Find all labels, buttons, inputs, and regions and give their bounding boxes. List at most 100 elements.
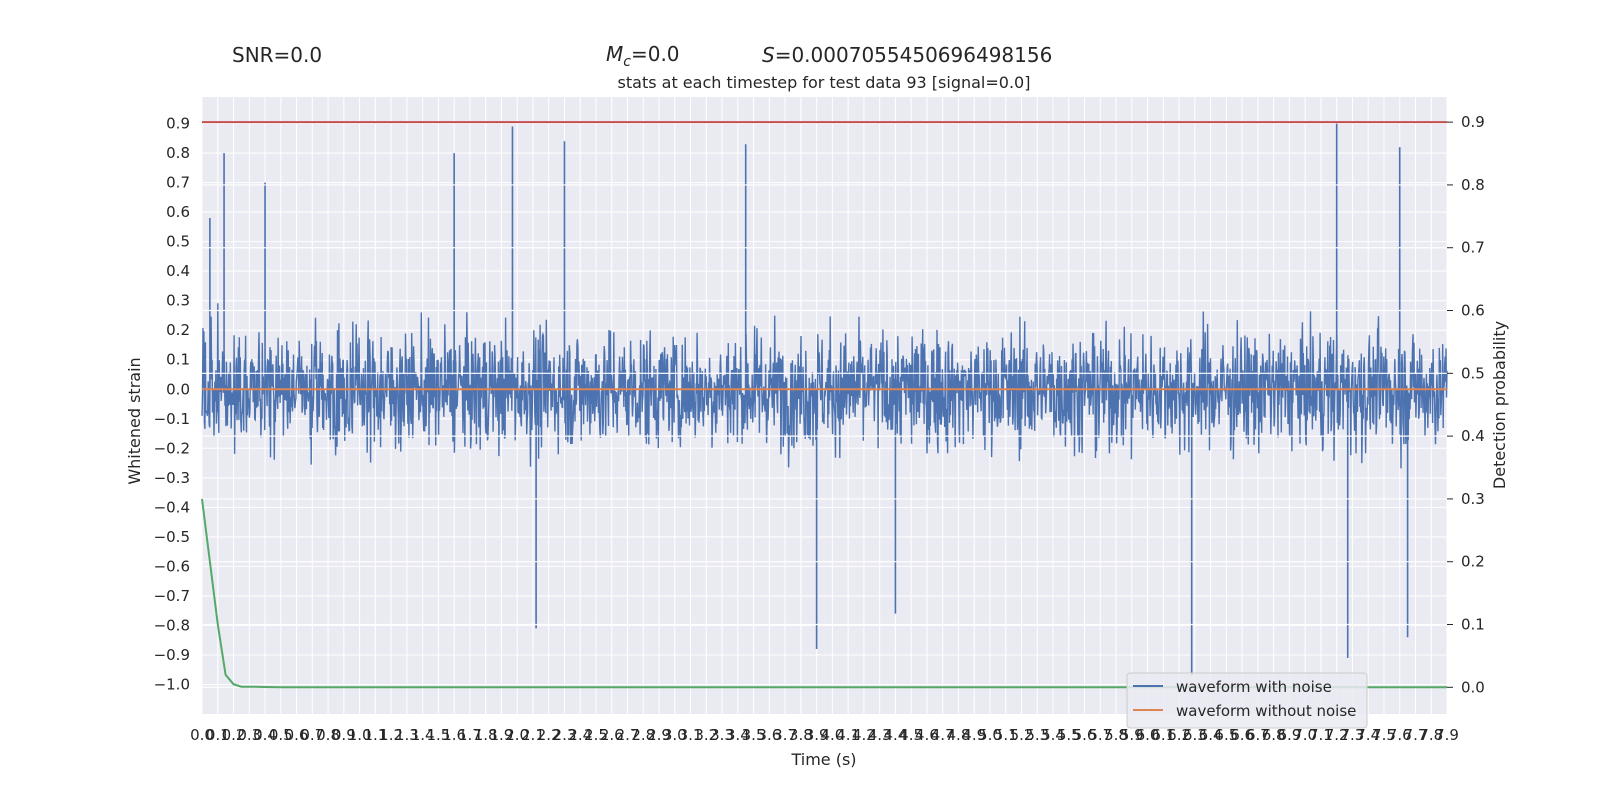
right-tick-label: 0.2 (1461, 553, 1485, 571)
right-tick-label: 0.4 (1461, 427, 1485, 445)
x-tick-label: 2.4 (568, 726, 592, 744)
left-tick-label: −0.2 (154, 439, 190, 457)
x-tick-label: 0.2 (222, 726, 246, 744)
x-tick-label: 1.0 (348, 726, 372, 744)
x-tick-label: 4.9 (962, 726, 986, 744)
x-tick-label: 5.8 (1104, 726, 1128, 744)
left-tick-label: 0.0 (166, 380, 190, 398)
right-axis-ticks: 0.9 0.8 0.7 0.6 0.5 0.4 0.3 0.2 0.1 0.0 (1447, 113, 1485, 696)
x-tick-label: 4.2 (852, 726, 876, 744)
snr-label: SNR=0.0 (232, 43, 322, 67)
series-waveform-with-noise (201, 123, 1448, 676)
x-tick-label: 2.2 (537, 726, 561, 744)
x-tick-label: 5.3 (1025, 726, 1049, 744)
left-tick-label: 0.1 (166, 351, 190, 369)
x-tick-label: 0.6 (285, 726, 309, 744)
x-tick-label: 4.8 (947, 726, 971, 744)
x-tick-label: 3.1 (679, 726, 703, 744)
right-tick-label: 0.8 (1461, 176, 1485, 194)
x-tick-label: 3.0 (663, 726, 687, 744)
right-tick-label: 0.3 (1461, 490, 1485, 508)
legend: waveform with noise waveform without noi… (1126, 672, 1368, 729)
x-tick-label: 7.9 (1435, 726, 1459, 744)
left-tick-label: 0.7 (166, 174, 190, 192)
x-tick-label: 0.9 (332, 726, 356, 744)
x-tick-label: 0.4 (253, 726, 277, 744)
left-axis-ticks: 0.9 0.8 0.7 0.6 0.5 0.4 0.3 0.2 0.1 0.0 −0.1 −0.2 −0… (154, 115, 190, 694)
statistic-label: S=0.0007055450696498156 (762, 43, 1052, 67)
x-axis-label: Time (s) (790, 750, 856, 769)
chart-title: stats at each timestep for test data 93 … (618, 73, 1031, 92)
x-tick-label: 2.5 (584, 726, 608, 744)
x-tick-label: 2.8 (631, 726, 655, 744)
x-tick-label: 0.5 (269, 726, 293, 744)
y-axis-label-right: Detection probability (1490, 321, 1509, 489)
left-tick-label: −0.1 (154, 410, 190, 428)
left-tick-label: −0.5 (154, 528, 190, 546)
x-tick-label: 5.1 (994, 726, 1018, 744)
x-tick-label: 4.4 (883, 726, 907, 744)
legend-box (1126, 672, 1368, 729)
x-tick-label: 6.7 (1246, 726, 1270, 744)
x-tick-label: 0.7 (300, 726, 324, 744)
x-tick-label: 1.1 (363, 726, 387, 744)
x-tick-label: 6.8 (1262, 726, 1286, 744)
x-tick-label: 3.6 (757, 726, 781, 744)
x-tick-label: 7.3 (1341, 726, 1365, 744)
x-tick-label: 4.7 (931, 726, 955, 744)
x-tick-label: 4.3 (868, 726, 892, 744)
x-tick-label: 5.5 (1057, 726, 1081, 744)
x-tick-label: 6.3 (1183, 726, 1207, 744)
x-tick-label: 4.1 (836, 726, 860, 744)
left-tick-label: 0.8 (166, 144, 190, 162)
x-tick-label: 6.0 (1136, 726, 1160, 744)
x-tick-label: 1.7 (458, 726, 482, 744)
x-tick-label: 2.0 (505, 726, 529, 744)
x-tick-label: 2.1 (521, 726, 545, 744)
x-tick-label: 3.7 (773, 726, 797, 744)
x-tick-label: 1.2 (379, 726, 403, 744)
x-tick-label: 6.9 (1277, 726, 1301, 744)
left-tick-label: −0.9 (154, 646, 190, 664)
left-tick-label: 0.6 (166, 203, 190, 221)
x-tick-label: 6.1 (1151, 726, 1175, 744)
x-tick-label: 4.5 (899, 726, 923, 744)
left-tick-label: −0.3 (154, 469, 190, 487)
series-lines (201, 121, 1447, 689)
right-tick-label: 0.5 (1461, 364, 1485, 382)
left-tick-label: −0.7 (154, 587, 190, 605)
x-tick-label: 7.7 (1404, 726, 1428, 744)
left-tick-label: −0.8 (154, 616, 190, 634)
x-tick-label: 0.0 (190, 726, 214, 744)
x-tick-label: 5.6 (1073, 726, 1097, 744)
right-tick-label: 0.0 (1461, 678, 1485, 696)
x-tick-label: 6.5 (1214, 726, 1238, 744)
x-tick-label: 5.4 (1041, 726, 1065, 744)
x-tick-label: 3.5 (742, 726, 766, 744)
series-detection-probability (201, 498, 1447, 689)
x-tick-label: 2.9 (647, 726, 671, 744)
x-tick-label: 1.8 (474, 726, 498, 744)
left-tick-label: 0.4 (166, 262, 190, 280)
left-tick-label: 0.3 (166, 292, 190, 310)
x-tick-label: 4.0 (820, 726, 844, 744)
right-tick-label: 0.9 (1461, 113, 1485, 131)
x-tick-label: 1.6 (442, 726, 466, 744)
x-tick-label: 0.1 (206, 726, 230, 744)
x-tick-label: 4.6 (915, 726, 939, 744)
x-tick-label: 7.0 (1293, 726, 1317, 744)
x-tick-label: 5.2 (1010, 726, 1034, 744)
x-tick-label: 6.4 (1199, 726, 1223, 744)
left-tick-label: −1.0 (154, 675, 190, 693)
right-tick-label: 0.6 (1461, 302, 1485, 320)
x-axis-ticks: 0.00.10.20.30.40.50.60.70.80.91.01.11.21… (190, 726, 1459, 744)
right-tick-label: 0.1 (1461, 616, 1485, 634)
x-tick-label: 2.3 (553, 726, 577, 744)
x-tick-label: 3.9 (805, 726, 829, 744)
left-tick-label: 0.5 (166, 233, 190, 251)
noise-trace (201, 303, 1448, 469)
x-tick-label: 1.4 (411, 726, 435, 744)
x-tick-label: 0.3 (237, 726, 261, 744)
left-tick-label: −0.4 (154, 498, 190, 516)
